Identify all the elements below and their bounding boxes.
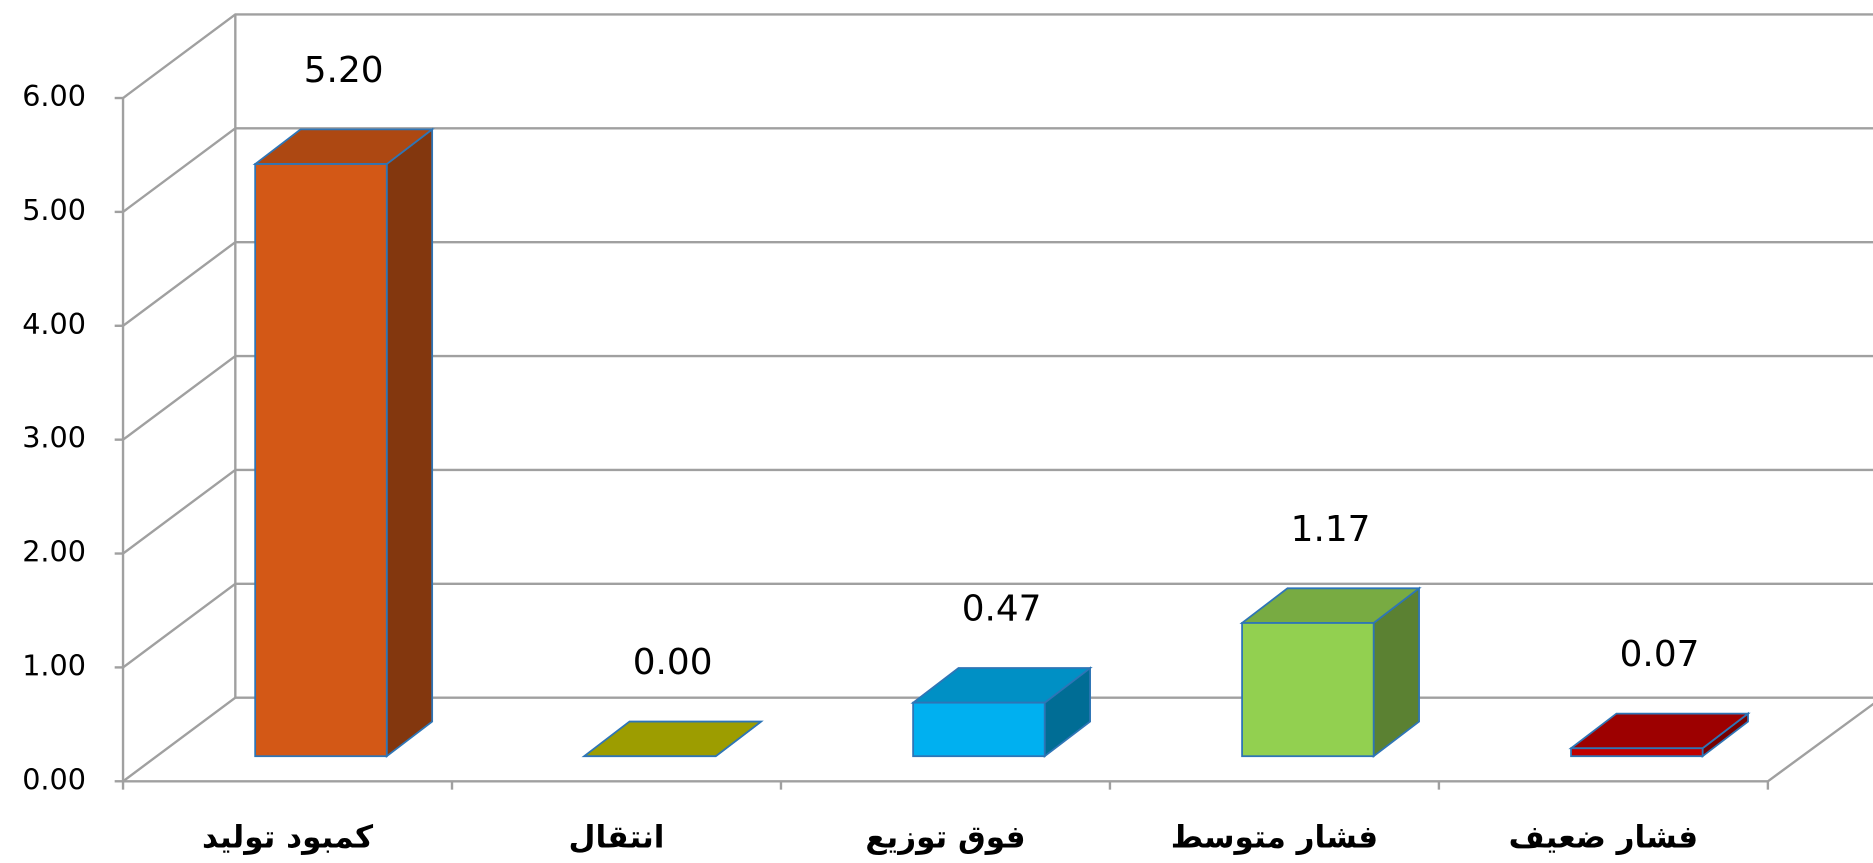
- y-tick-label: 2.00: [22, 535, 86, 569]
- x-tick-label: کمبود تولید: [202, 820, 374, 856]
- bar-side: [385, 127, 434, 759]
- x-tick-label: فوق توزیع: [865, 820, 1025, 856]
- y-tick-label: 3.00: [22, 421, 86, 455]
- x-tick-label: انتقال: [569, 820, 665, 856]
- value-label: 0.07: [1620, 634, 1700, 675]
- x-tick-label: فشار ضعیف: [1509, 820, 1698, 856]
- value-label: 0.47: [962, 589, 1042, 630]
- bar: [912, 701, 1046, 758]
- y-tick-label: 6.00: [22, 79, 86, 113]
- y-tick-label: 4.00: [22, 307, 86, 341]
- x-tick-label: فشار متوسط: [1171, 820, 1378, 856]
- value-label: 1.17: [1291, 509, 1371, 550]
- bar: [254, 163, 388, 758]
- y-tick-label: 5.00: [22, 193, 86, 227]
- value-label: 5.20: [304, 50, 384, 91]
- y-tick-label: 1.00: [22, 648, 86, 682]
- bar-top: [581, 720, 764, 758]
- value-label: 0.00: [633, 642, 713, 683]
- bar: [1570, 747, 1704, 758]
- bar: [1241, 622, 1375, 758]
- y-tick-label: 0.00: [22, 762, 86, 796]
- bar-top: [1568, 712, 1751, 750]
- grid-line: [122, 13, 1873, 99]
